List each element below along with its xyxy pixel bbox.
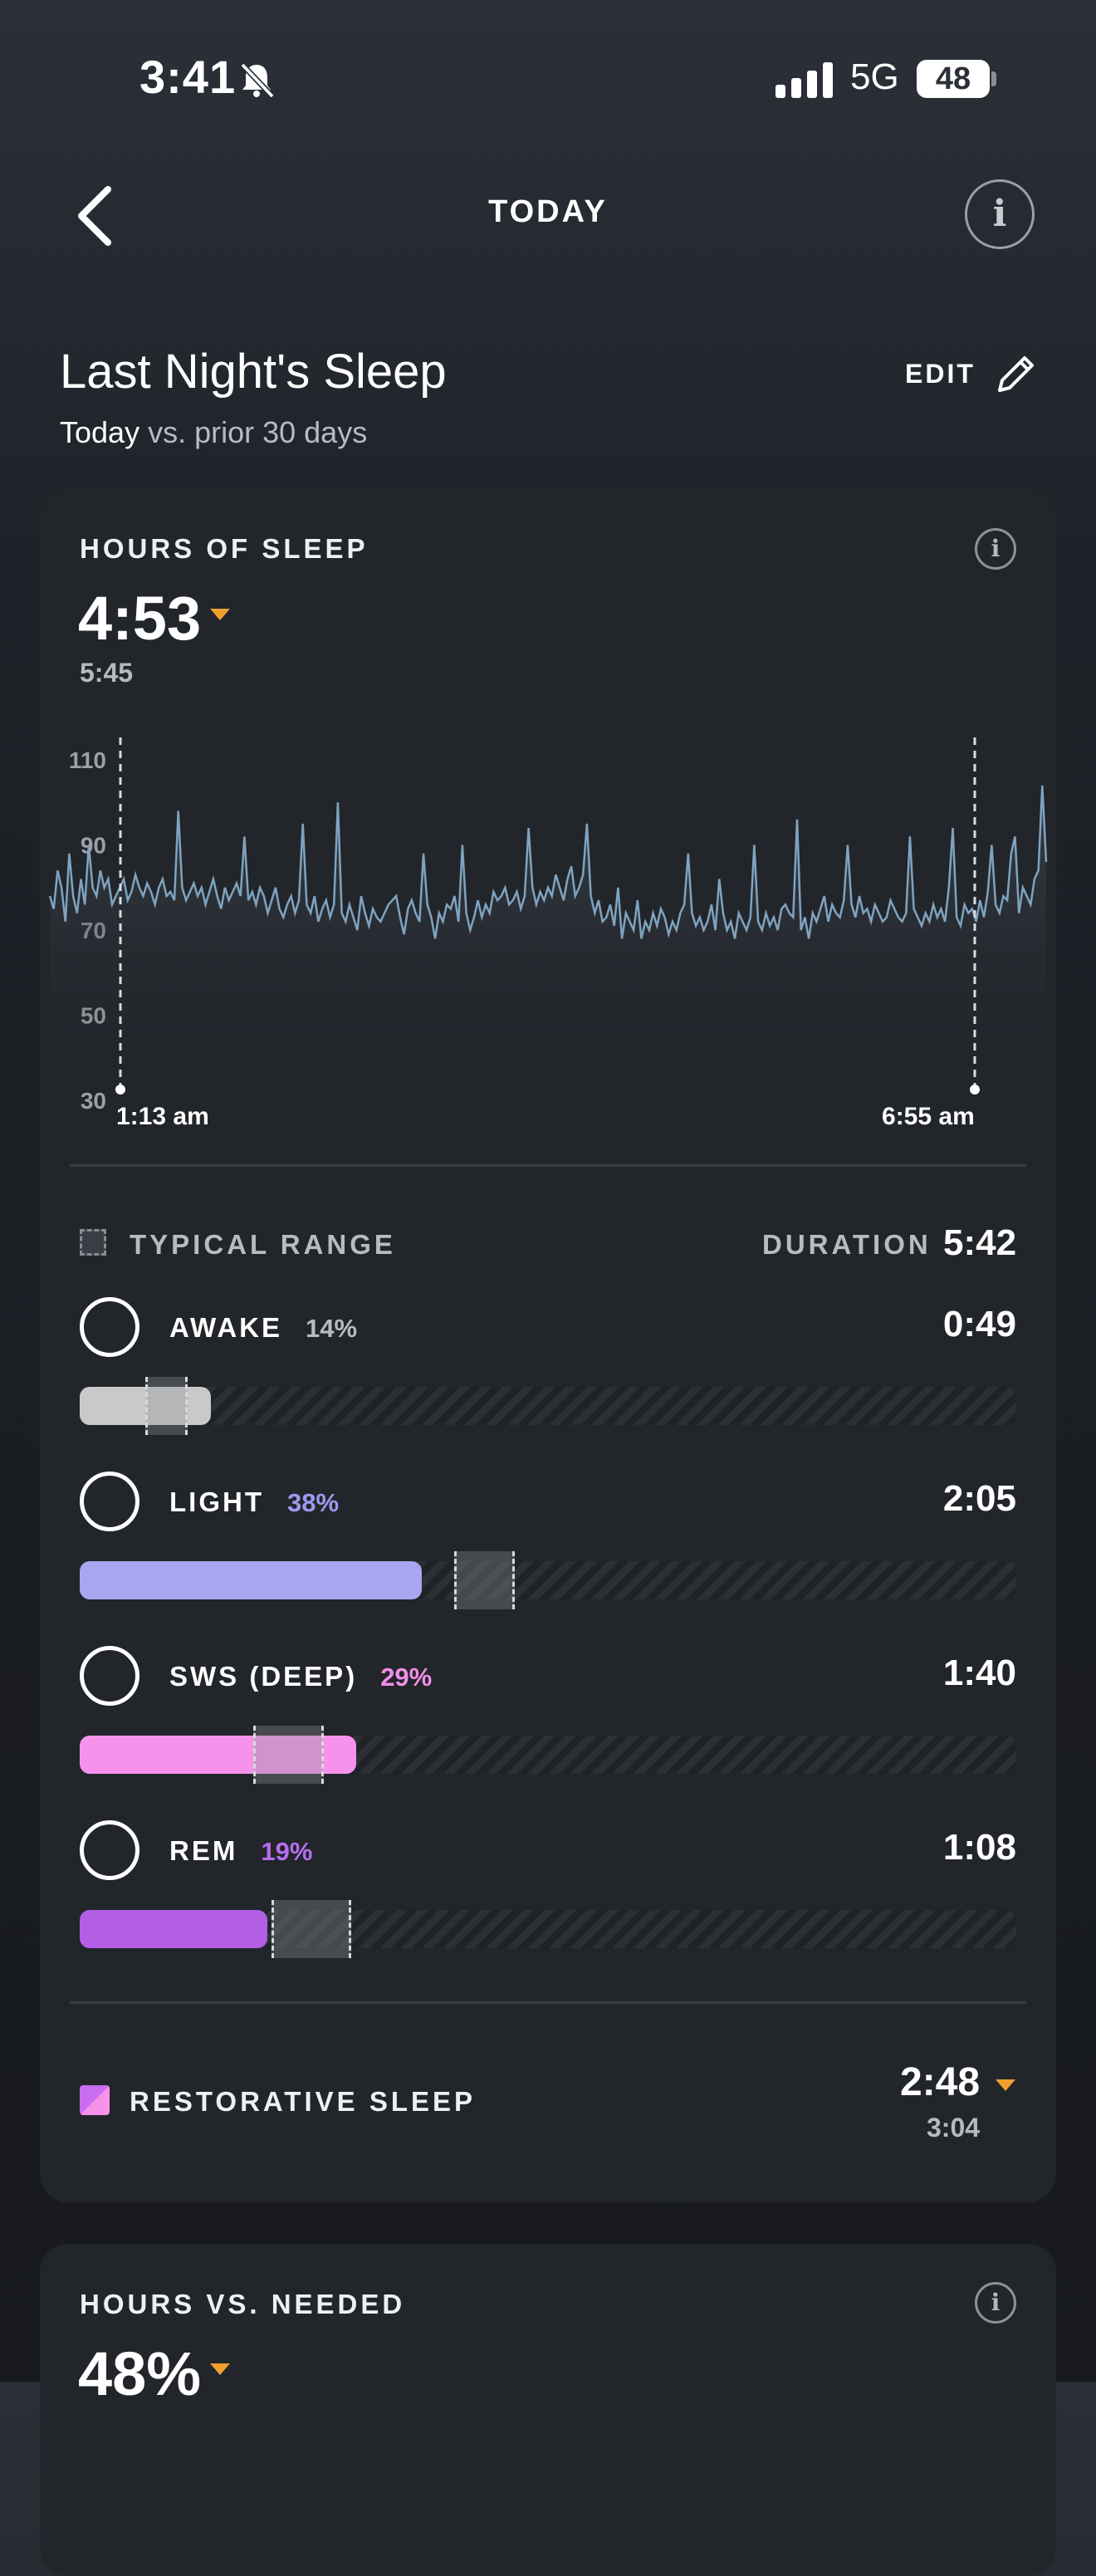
sleep-start-dot xyxy=(115,1085,125,1095)
stage-bar-track xyxy=(80,1726,1016,1784)
restorative-sleep-typical: 3:04 xyxy=(927,2113,981,2143)
battery-tip xyxy=(991,71,996,86)
stage-toggle-ring[interactable] xyxy=(80,1820,139,1880)
page-title: Last Night's Sleep xyxy=(60,345,447,399)
stage-percent: 38% xyxy=(286,1488,340,1517)
stage-toggle-ring[interactable] xyxy=(80,1472,139,1531)
typical-range-label: TYPICAL RANGE xyxy=(130,1229,396,1260)
hours-of-sleep-label: HOURS OF SLEEP xyxy=(80,533,369,564)
hours-vs-needed-label: HOURS VS. NEEDED xyxy=(80,2289,406,2319)
restorative-sleep-icon xyxy=(80,2085,110,2115)
subtitle-today: Today xyxy=(60,415,140,449)
heart-rate-chart: 11090705030 xyxy=(48,737,1048,1114)
duration-value: 5:42 xyxy=(943,1222,1017,1263)
stage-duration: 0:49 xyxy=(942,1304,1016,1344)
stage-percent: 14% xyxy=(306,1314,358,1343)
restorative-sleep-label: RESTORATIVE SLEEP xyxy=(130,2086,477,2117)
stage-bar-track xyxy=(80,1900,1016,1958)
stage-percent: 29% xyxy=(380,1663,433,1692)
stage-bar-track xyxy=(80,1377,1016,1435)
stage-name-text: REM xyxy=(169,1835,238,1866)
battery-icon: 48 xyxy=(917,60,990,98)
typical-range-marker xyxy=(253,1726,324,1784)
hours-info-icon[interactable]: i xyxy=(975,528,1016,570)
heart-rate-area xyxy=(50,785,1046,1100)
stage-percent: 19% xyxy=(261,1837,313,1866)
divider xyxy=(70,1164,1026,1167)
below-typical-arrow-icon xyxy=(210,609,230,620)
stage-duration: 2:05 xyxy=(942,1478,1016,1519)
below-typical-arrow-icon xyxy=(996,2079,1015,2091)
sleep-end-dot xyxy=(970,1085,980,1095)
sleep-start-time: 1:13 am xyxy=(116,1103,209,1130)
stage-name-text: AWAKE xyxy=(169,1312,283,1343)
y-tick-label: 110 xyxy=(69,747,106,773)
stage-toggle-ring[interactable] xyxy=(80,1297,139,1357)
typical-range-icon xyxy=(80,1229,106,1256)
hours-vs-needed-info-icon[interactable]: i xyxy=(975,2282,1016,2324)
page-subtitle: Today vs. prior 30 days xyxy=(60,415,367,450)
typical-range-marker xyxy=(272,1900,351,1958)
stage-name-text: SWS (DEEP) xyxy=(169,1661,358,1692)
subtitle-comparison: vs. prior 30 days xyxy=(139,415,368,449)
typical-range-marker xyxy=(454,1551,515,1609)
below-needed-arrow-icon xyxy=(210,2363,230,2375)
stage-bar-fill xyxy=(80,1736,356,1774)
hours-of-sleep-typical: 5:45 xyxy=(80,658,134,688)
edit-button[interactable]: EDIT xyxy=(905,359,976,389)
stage-name-text: LIGHT xyxy=(169,1486,264,1517)
stage-name: LIGHT 38% xyxy=(169,1486,339,1518)
cellular-signal-icon xyxy=(776,61,833,98)
stage-bar-track xyxy=(80,1551,1016,1609)
stage-bar-fill xyxy=(80,1561,422,1599)
typical-range-marker xyxy=(145,1377,188,1435)
stage-duration: 1:40 xyxy=(942,1653,1016,1693)
stage-duration: 1:08 xyxy=(942,1827,1016,1868)
bell-muted-icon xyxy=(240,62,275,99)
stage-name: SWS (DEEP) 29% xyxy=(169,1661,432,1692)
sleep-end-time: 6:55 am xyxy=(882,1103,975,1130)
back-chevron-icon[interactable] xyxy=(71,183,121,249)
status-time: 3:41 xyxy=(139,51,237,103)
restorative-sleep-value: 2:48 xyxy=(900,2060,981,2104)
stage-bar-fill xyxy=(80,1910,267,1948)
hours-vs-needed-value: 48% xyxy=(78,2339,202,2408)
nav-title: TODAY xyxy=(488,194,608,229)
pencil-icon[interactable] xyxy=(993,350,1040,397)
hours-of-sleep-value: 4:53 xyxy=(78,584,202,653)
y-tick-label: 90 xyxy=(81,833,106,859)
network-type: 5G xyxy=(850,56,899,97)
divider xyxy=(70,2001,1026,2004)
duration-label: DURATION xyxy=(762,1229,932,1260)
stage-name: AWAKE 14% xyxy=(169,1312,357,1344)
heart-rate-line xyxy=(48,785,1048,939)
info-icon[interactable]: i xyxy=(965,179,1035,249)
stage-name: REM 19% xyxy=(169,1835,312,1867)
stage-toggle-ring[interactable] xyxy=(80,1646,139,1706)
